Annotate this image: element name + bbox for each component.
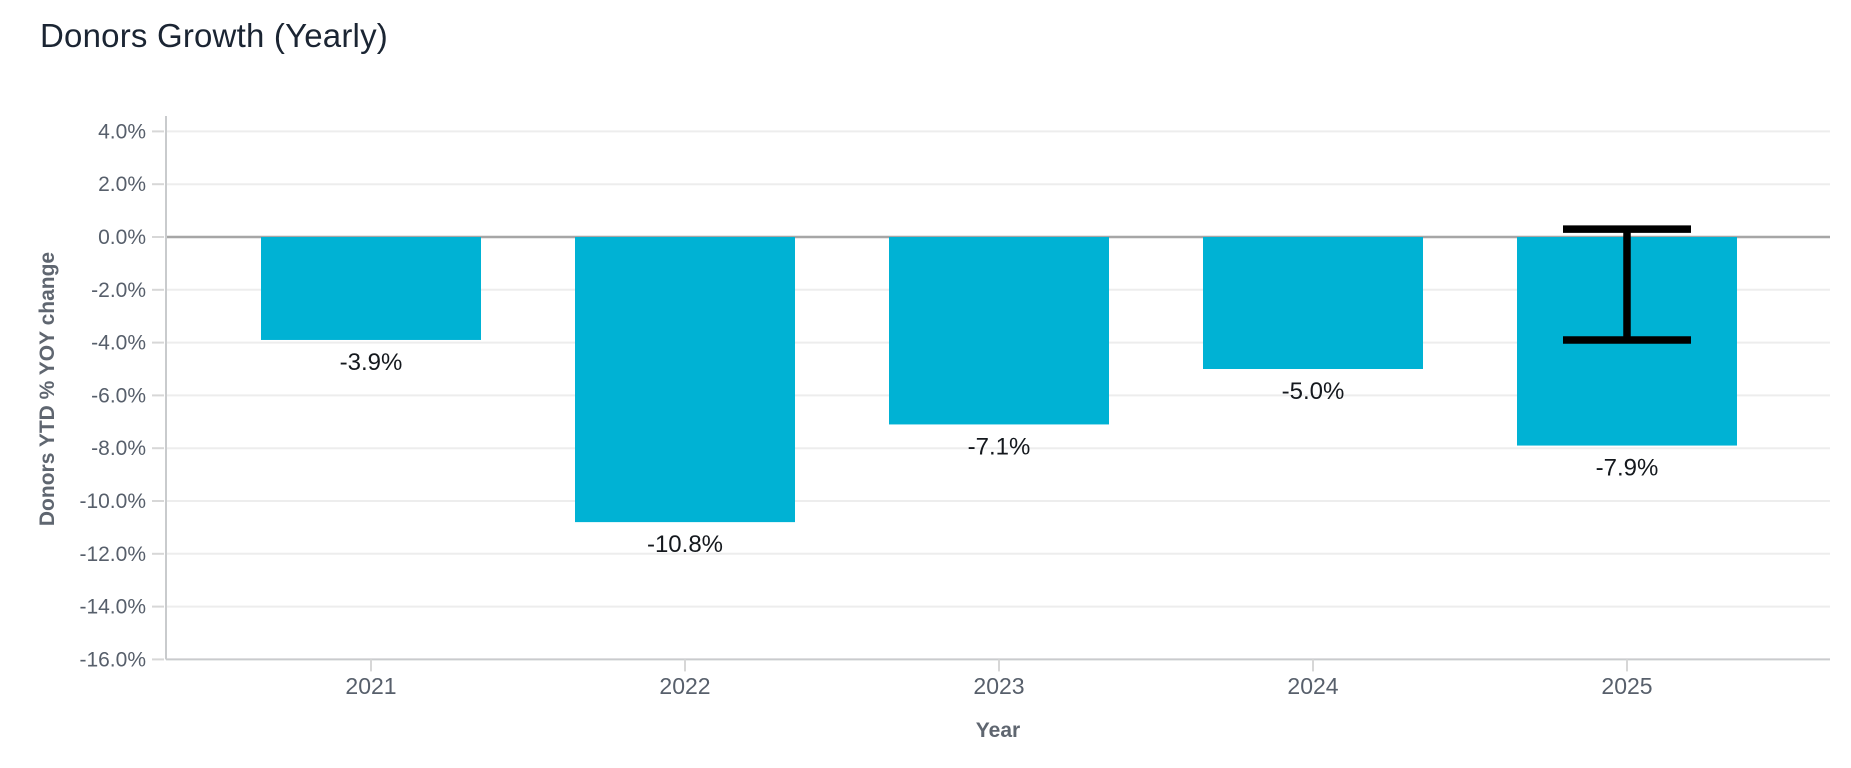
y-tick-label: -4.0% [91, 332, 146, 355]
y-tick-label: 0.0% [98, 226, 146, 249]
y-tick-label: 2.0% [98, 173, 146, 196]
bar-2021[interactable] [261, 237, 481, 340]
y-tick-label: -8.0% [91, 437, 146, 460]
x-tick-label-2025: 2025 [1601, 673, 1652, 699]
bar-2022[interactable] [575, 237, 795, 523]
bar-value-label-2021: -3.9% [340, 349, 403, 376]
bar-value-label-2023: -7.1% [968, 433, 1031, 460]
bar-value-label-2022: -10.8% [647, 531, 723, 558]
y-tick-label: -6.0% [91, 384, 146, 407]
y-tick-label: -2.0% [91, 279, 146, 302]
y-tick-label: -12.0% [79, 543, 146, 566]
bar-value-label-2024: -5.0% [1282, 378, 1345, 405]
x-tick-label-2022: 2022 [659, 673, 710, 699]
chart-title: Donors Growth (Yearly) [40, 17, 388, 54]
y-tick-label: 4.0% [98, 120, 146, 143]
bar-2024[interactable] [1203, 237, 1423, 369]
y-axis-title: Donors YTD % YOY change [36, 251, 59, 527]
x-tick-label-2023: 2023 [973, 673, 1024, 699]
y-tick-label: -10.0% [79, 490, 146, 513]
x-axis-title: Year [975, 719, 1021, 742]
y-tick-label: -14.0% [79, 596, 146, 619]
x-tick-label-2024: 2024 [1287, 673, 1338, 699]
bar-2023[interactable] [889, 237, 1109, 425]
bar-value-label-2025: -7.9% [1596, 455, 1659, 482]
x-tick-label-2021: 2021 [345, 673, 396, 699]
y-tick-label: -16.0% [79, 648, 146, 671]
